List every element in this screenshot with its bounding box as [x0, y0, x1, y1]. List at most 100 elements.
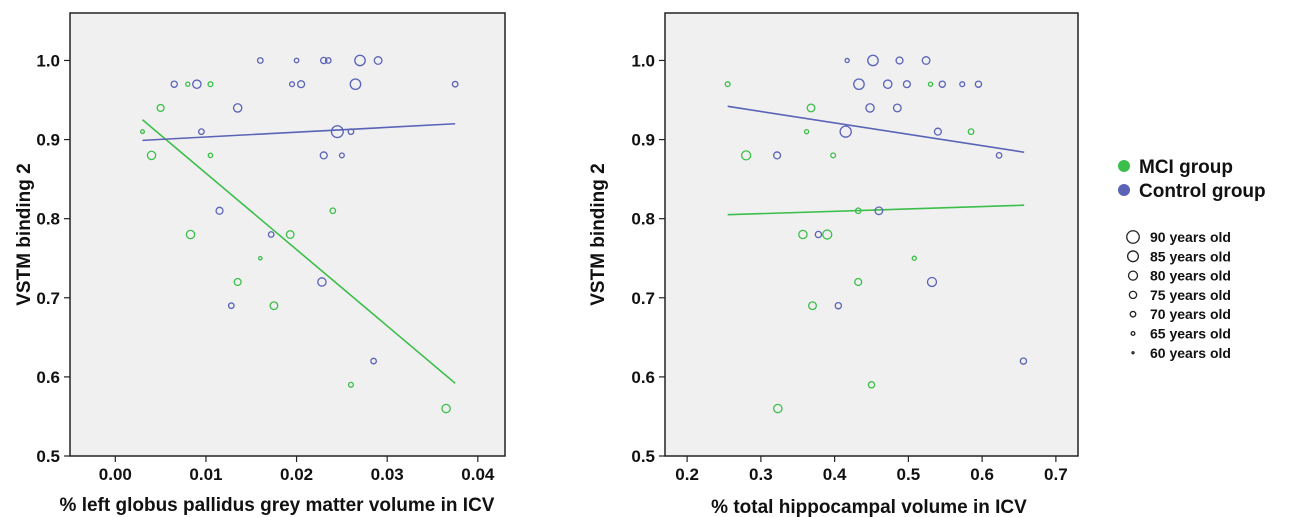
point-control: [192, 79, 202, 89]
x-tick-label: 0.3: [749, 465, 773, 484]
y-tick-label: 0.5: [631, 447, 655, 466]
point-control: [267, 231, 275, 238]
point-control: [227, 302, 235, 310]
plot-area-1: [69, 12, 506, 457]
point-control: [296, 80, 306, 89]
x-tick-label: 0.02: [280, 465, 313, 484]
point-control: [938, 80, 947, 88]
point-mci: [724, 81, 731, 88]
y-tick-label: 1.0: [36, 51, 60, 70]
point-control: [338, 152, 345, 159]
point-mci: [185, 81, 191, 87]
legend-label: MCI group: [1139, 157, 1233, 178]
point-control: [319, 151, 328, 160]
point-mci: [830, 152, 837, 159]
point-mci: [257, 255, 263, 261]
point-control: [926, 276, 938, 288]
point-mci: [185, 229, 196, 240]
point-mci: [269, 301, 279, 311]
point-mci: [822, 229, 833, 240]
x-tick-label: 0.00: [99, 465, 132, 484]
point-mci: [285, 230, 295, 239]
y-tick-label: 0.5: [36, 447, 60, 466]
point-mci: [773, 403, 783, 414]
point-control: [839, 125, 852, 138]
legend-size-label: 65 years old: [1150, 326, 1231, 342]
legend-size-marker: [1126, 230, 1140, 244]
point-control: [882, 79, 893, 89]
legend-size-label: 90 years old: [1150, 229, 1231, 245]
y-tick-label: 0.8: [36, 210, 60, 229]
point-control: [895, 56, 904, 65]
point-mci: [867, 381, 876, 389]
point-control: [293, 57, 300, 64]
point-control: [874, 206, 884, 216]
fit-line-control: [727, 105, 1025, 154]
point-mci: [329, 207, 337, 215]
point-control: [865, 103, 875, 113]
y-tick-label: 0.7: [36, 289, 60, 308]
legend-size-label: 60 years old: [1150, 345, 1231, 361]
fit-line-mci: [727, 204, 1025, 216]
point-control: [867, 54, 879, 67]
y-tick-label: 1.0: [631, 51, 655, 70]
point-mci: [139, 129, 146, 135]
point-control: [814, 230, 823, 239]
x-tick-label: 0.6: [970, 465, 994, 484]
point-mci: [441, 403, 451, 414]
legend-size-marker: [1129, 310, 1137, 318]
x-tick-label: 0.04: [461, 465, 495, 484]
y-tick-label: 0.6: [36, 368, 60, 387]
legend-size-label: 85 years old: [1150, 248, 1231, 264]
point-control: [772, 151, 782, 160]
legend-size-marker: [1130, 330, 1136, 337]
fit-line-control: [142, 122, 456, 142]
point-mci: [156, 103, 165, 113]
point-mci: [207, 81, 214, 88]
y-tick-label: 0.6: [631, 368, 655, 387]
point-control: [354, 54, 366, 67]
legend-label: Control group: [1139, 181, 1266, 202]
point-control: [319, 56, 328, 65]
point-control: [232, 103, 243, 113]
legend-size-marker: [1127, 270, 1139, 281]
point-control: [451, 80, 459, 88]
point-mci: [803, 128, 810, 135]
legend-size-label: 70 years old: [1150, 306, 1231, 322]
legend-swatch: [1118, 184, 1130, 196]
point-control: [959, 81, 966, 88]
point-mci: [806, 103, 816, 113]
legend-size-marker: [1131, 351, 1135, 355]
point-control: [198, 128, 205, 136]
point-mci: [967, 128, 975, 136]
point-mci: [207, 152, 214, 159]
point-mci: [798, 229, 808, 240]
point-control: [256, 57, 264, 64]
point-control: [974, 80, 983, 88]
point-mci: [927, 81, 934, 87]
point-control: [370, 357, 377, 365]
point-control: [1019, 357, 1028, 365]
point-control: [853, 78, 865, 91]
point-mci: [911, 255, 917, 261]
y-axis-title: VSTM binding 2: [14, 163, 35, 306]
y-tick-label: 0.9: [631, 131, 655, 150]
point-control: [902, 80, 912, 89]
legend-size-marker: [1126, 250, 1140, 263]
point-mci: [854, 277, 863, 287]
point-control: [288, 81, 296, 88]
y-tick-label: 0.7: [631, 289, 655, 308]
point-control: [215, 206, 224, 215]
point-control: [995, 151, 1003, 159]
x-tick-label: 0.01: [189, 465, 222, 484]
fit-line-mci: [141, 119, 456, 384]
x-tick-label: 0.03: [371, 465, 404, 484]
point-mci: [347, 381, 354, 388]
x-axis-title: % left globus pallidus grey matter volum…: [60, 495, 495, 516]
point-control: [324, 57, 332, 64]
legend-swatch: [1118, 160, 1130, 172]
x-tick-label: 0.7: [1044, 465, 1068, 484]
point-control: [170, 80, 178, 88]
point-mci: [808, 301, 817, 311]
legend-size-marker: [1128, 290, 1138, 300]
